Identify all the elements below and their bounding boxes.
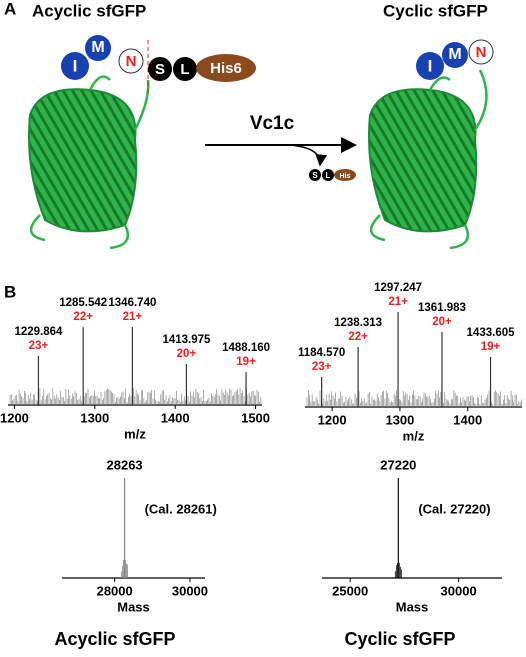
charge-label: 22+ xyxy=(348,331,368,343)
charge-label: 20+ xyxy=(177,348,197,360)
panel-label: A xyxy=(4,0,16,18)
tags xyxy=(61,35,494,181)
x-tick-label: 1400 xyxy=(161,410,190,425)
charge-label: 22+ xyxy=(73,311,93,323)
caption: Cyclic sfGFP xyxy=(344,629,455,649)
peak-label: 1184.570 xyxy=(298,347,345,359)
enzyme-label: Vc1c xyxy=(250,113,295,134)
tag-label: His6 xyxy=(210,60,242,77)
charge-label: 19+ xyxy=(236,356,256,368)
peak-label: 1238.313 xyxy=(334,317,382,329)
peak-label: 28263 xyxy=(107,457,143,472)
tag-label: I xyxy=(428,56,433,75)
peak-label: 1488.160 xyxy=(222,342,270,354)
protein xyxy=(28,69,488,250)
panel-label: B xyxy=(4,282,16,301)
x-tick-label: 28000 xyxy=(97,583,133,598)
x-tick-label: 30000 xyxy=(172,583,208,598)
tag-label: N xyxy=(126,53,137,70)
tag-label: His xyxy=(340,173,351,180)
x-tick-label: 30000 xyxy=(441,583,477,598)
peak-label: 1413.975 xyxy=(162,334,211,346)
title: Acyclic sfGFP xyxy=(32,1,146,20)
tag-label: S xyxy=(155,61,165,78)
x-axis-label: Mass xyxy=(396,599,429,614)
charge-label: 21+ xyxy=(123,311,143,323)
annotation: (Cal. 28261) xyxy=(145,501,217,516)
x-tick-label: 1500 xyxy=(241,410,270,425)
tag-label: N xyxy=(476,44,487,61)
charge-label: 23+ xyxy=(312,361,332,373)
peak-label: 1285.542 xyxy=(59,297,107,309)
annotation: (Cal. 27220) xyxy=(418,501,490,516)
tag-label: S xyxy=(312,171,318,180)
x-axis-label: Mass xyxy=(117,599,150,614)
tag-label: I xyxy=(73,56,78,75)
charge-label: 20+ xyxy=(432,316,452,328)
peak-label: 1229.864 xyxy=(14,326,63,338)
charge-label: 23+ xyxy=(29,340,49,352)
x-tick-label: 1300 xyxy=(385,412,414,427)
peak-label: 27220 xyxy=(380,457,416,472)
peak-label: 1433.605 xyxy=(467,327,516,339)
caption: Acyclic sfGFP xyxy=(54,629,175,649)
x-axis-label: m/z xyxy=(403,428,425,443)
tag-label: M xyxy=(91,39,104,56)
x-tick-label: 1400 xyxy=(453,412,482,427)
x-tick-label: 1300 xyxy=(80,410,109,425)
x-axis-label: m/z xyxy=(124,426,146,441)
title: Cyclic sfGFP xyxy=(383,1,488,20)
charge-label: 19+ xyxy=(481,341,501,353)
tag-label: L xyxy=(326,171,331,180)
peak-label: 1346.740 xyxy=(108,297,156,309)
x-tick-label: 1200 xyxy=(0,410,29,425)
charge-label: 21+ xyxy=(388,296,408,308)
tag-label: L xyxy=(180,61,189,78)
x-tick-label: 25000 xyxy=(332,583,368,598)
peak-label: 1297.247 xyxy=(374,282,422,294)
side-arrow xyxy=(289,144,328,167)
peak-label: 1361.983 xyxy=(418,302,466,314)
tag-label: M xyxy=(448,46,461,63)
x-tick-label: 1200 xyxy=(318,412,347,427)
